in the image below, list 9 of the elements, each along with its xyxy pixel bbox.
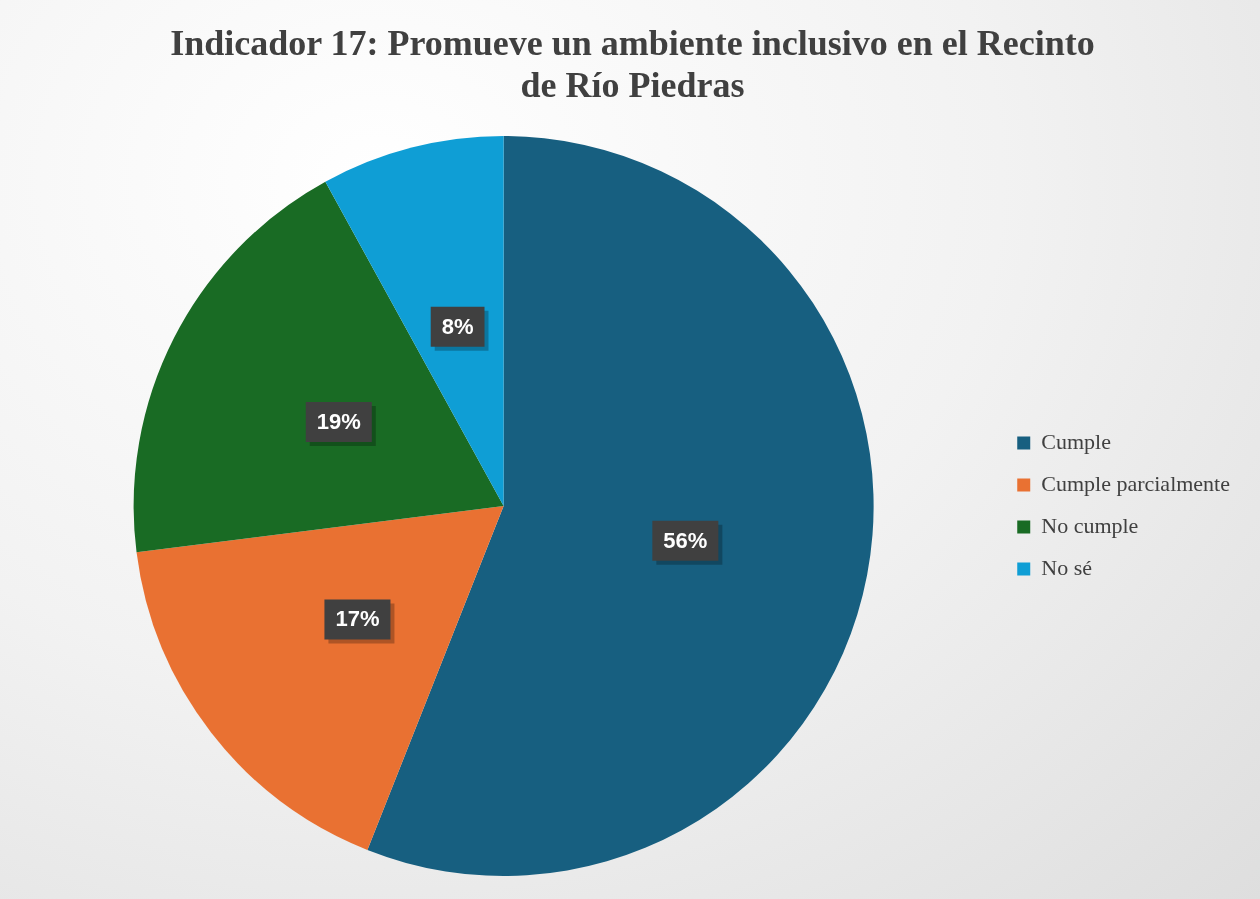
data-label: 17% — [335, 606, 380, 632]
legend-label: Cumple parcialmente — [1041, 470, 1230, 496]
data-label: 19% — [316, 409, 361, 435]
legend-label: No sé — [1041, 554, 1092, 580]
data-label: 56% — [663, 527, 708, 553]
legend-label: Cumple — [1041, 428, 1111, 454]
legend-label: No cumple — [1041, 512, 1139, 538]
data-label: 8% — [441, 313, 474, 339]
chart-title: Indicador 17: Promueve un ambiente inclusivo en el Recinto de Río Piedras — [169, 22, 1096, 106]
